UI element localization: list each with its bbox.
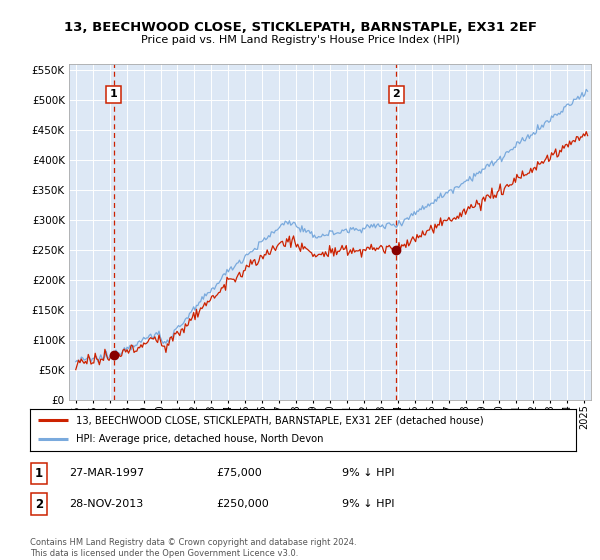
Text: 28-NOV-2013: 28-NOV-2013 — [69, 499, 143, 509]
Text: Contains HM Land Registry data © Crown copyright and database right 2024.
This d: Contains HM Land Registry data © Crown c… — [30, 538, 356, 558]
Text: 13, BEECHWOOD CLOSE, STICKLEPATH, BARNSTAPLE, EX31 2EF (detached house): 13, BEECHWOOD CLOSE, STICKLEPATH, BARNST… — [76, 415, 484, 425]
Text: 27-MAR-1997: 27-MAR-1997 — [69, 468, 144, 478]
Text: 9% ↓ HPI: 9% ↓ HPI — [342, 468, 395, 478]
Text: £75,000: £75,000 — [216, 468, 262, 478]
Text: 1: 1 — [35, 466, 43, 480]
Text: HPI: Average price, detached house, North Devon: HPI: Average price, detached house, Nort… — [76, 435, 324, 445]
Text: Price paid vs. HM Land Registry's House Price Index (HPI): Price paid vs. HM Land Registry's House … — [140, 35, 460, 45]
Text: 1: 1 — [110, 90, 118, 100]
Text: 2: 2 — [35, 497, 43, 511]
Text: 2: 2 — [392, 90, 400, 100]
Text: 9% ↓ HPI: 9% ↓ HPI — [342, 499, 395, 509]
Text: 13, BEECHWOOD CLOSE, STICKLEPATH, BARNSTAPLE, EX31 2EF: 13, BEECHWOOD CLOSE, STICKLEPATH, BARNST… — [64, 21, 536, 34]
Text: £250,000: £250,000 — [216, 499, 269, 509]
